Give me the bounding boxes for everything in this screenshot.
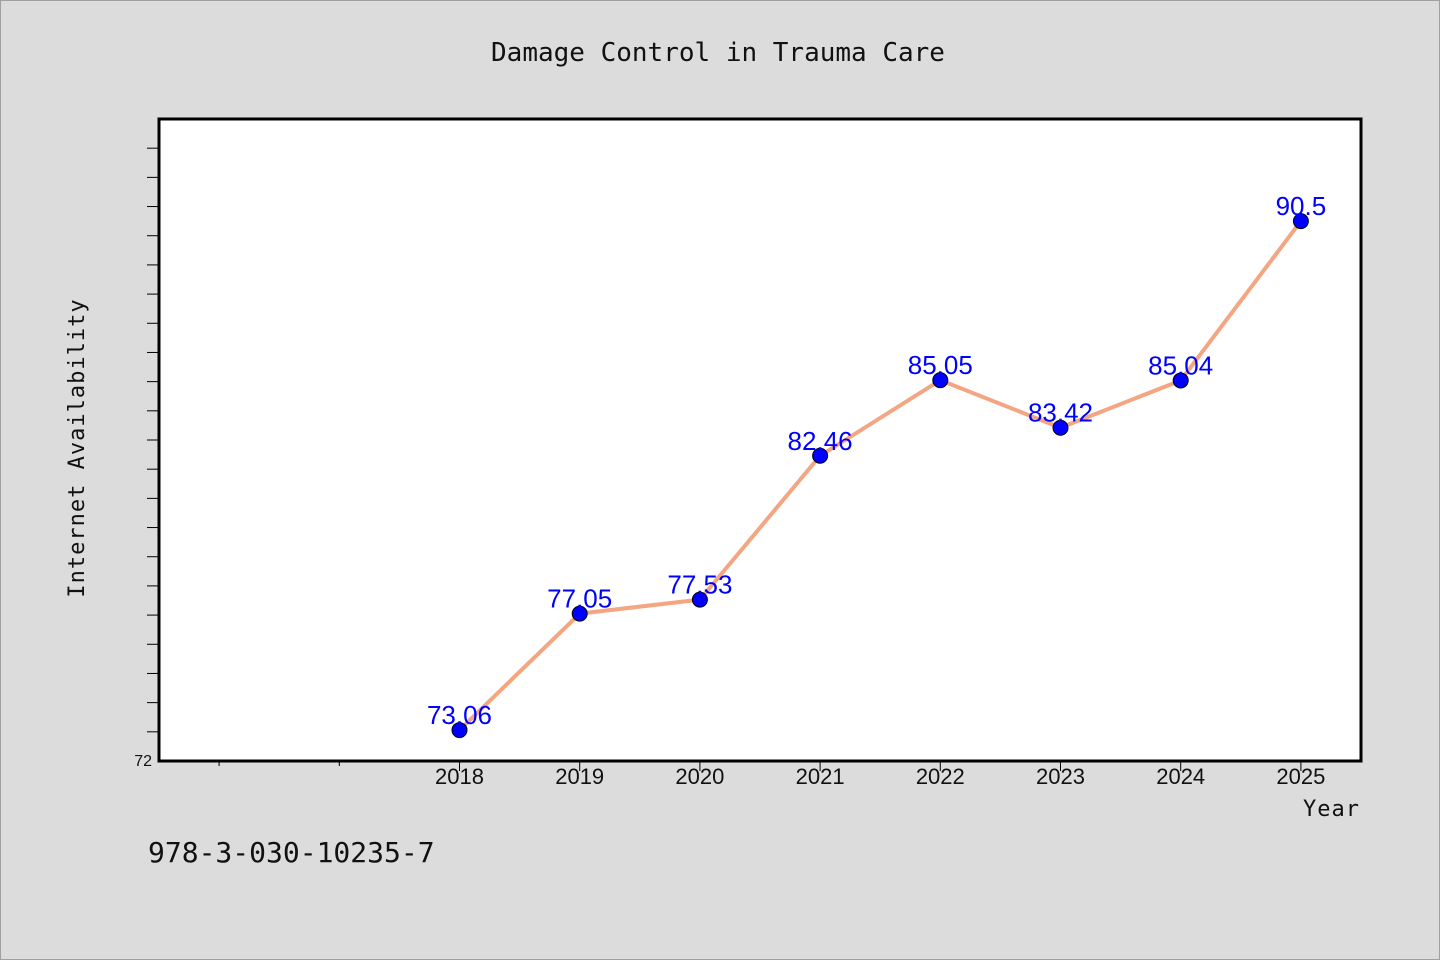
y-tick-label: 72 xyxy=(134,753,152,770)
x-axis-ticks xyxy=(218,762,1302,771)
data-label: 85.04 xyxy=(1148,350,1213,380)
data-label: 85.05 xyxy=(908,350,973,380)
data-point xyxy=(1172,372,1189,389)
data-label: 83.42 xyxy=(1028,398,1093,428)
data-point xyxy=(812,447,829,464)
x-tick-labels: 2018 2019 2020 2021 2022 2023 2024 2025 xyxy=(435,764,1325,789)
x-tick-label: 2020 xyxy=(675,764,724,789)
x-tick-label: 2022 xyxy=(916,764,965,789)
y-axis-label: Internet Availability xyxy=(65,298,90,597)
data-label: 73.06 xyxy=(427,700,492,730)
x-tick-label: 2024 xyxy=(1156,764,1205,789)
x-axis-label: Year xyxy=(1303,797,1360,822)
footer-isbn: 978-3-030-10235-7 xyxy=(148,836,435,869)
data-point xyxy=(932,372,949,389)
x-tick-label: 2021 xyxy=(796,764,845,789)
x-tick-label: 2025 xyxy=(1276,764,1325,789)
data-label: 90.5 xyxy=(1276,191,1327,221)
series-group: 73.06 77.05 77.53 82.46 85.05 83.42 85.04 90.5 xyxy=(427,191,1327,739)
data-label: 77.53 xyxy=(667,570,732,600)
data-point xyxy=(451,722,468,739)
data-point xyxy=(1052,419,1069,436)
y-axis-ticks xyxy=(147,147,158,733)
x-tick-label: 2019 xyxy=(555,764,604,789)
series-line xyxy=(458,219,1303,732)
data-point xyxy=(571,605,588,622)
data-label: 82.46 xyxy=(788,426,853,456)
plot-area xyxy=(157,117,1363,763)
x-tick-label: 2023 xyxy=(1036,764,1085,789)
chart-title: Damage Control in Trauma Care xyxy=(491,38,945,68)
data-point xyxy=(691,591,708,608)
data-label: 77.05 xyxy=(547,584,612,614)
data-point xyxy=(1292,213,1309,230)
x-tick-label: 2018 xyxy=(435,764,484,789)
